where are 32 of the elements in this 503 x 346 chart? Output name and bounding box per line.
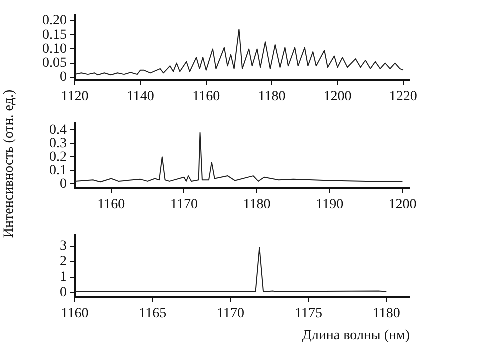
y-tick-label: 0.10 [42, 42, 67, 57]
x-tick-label: 1180 [243, 197, 271, 212]
y-tick-label: 0 [60, 176, 67, 192]
x-tick-label: 1200 [388, 197, 417, 212]
y-tick-label: 0.15 [42, 28, 67, 43]
y-tick-label: 3 [60, 238, 67, 254]
x-tick-label: 1180 [258, 89, 286, 104]
y-tick-label: 0.3 [50, 136, 67, 152]
x-axis-title: Длина волны (нм) [302, 328, 410, 344]
x-tick-label: 1120 [61, 89, 89, 104]
y-tick-label: 0 [60, 70, 67, 86]
x-tick-label: 1170 [217, 306, 245, 322]
x-tick-label: 1160 [61, 306, 89, 322]
x-tick-label: 1170 [170, 197, 198, 212]
x-tick-label: 1180 [372, 306, 400, 322]
y-tick-label: 0.2 [50, 150, 67, 165]
x-tick-label: 1175 [294, 306, 322, 322]
y-tick-label: 0.20 [42, 14, 67, 29]
y-tick-label: 0.1 [50, 163, 67, 178]
y-tick-label: 2 [60, 254, 67, 270]
x-tick-label: 1160 [98, 197, 126, 212]
x-tick-label: 1200 [324, 89, 352, 104]
x-tick-label: 1190 [316, 197, 344, 212]
y-tick-label: 0 [60, 285, 67, 300]
x-tick-label: 1220 [389, 89, 418, 104]
y-tick-label: 0.05 [42, 56, 67, 71]
x-tick-label: 1165 [139, 306, 167, 322]
y-tick-label: 0.4 [50, 122, 67, 138]
x-tick-label: 1160 [192, 89, 220, 104]
y-axis-title: Интенсивность (отн. ед.) [2, 90, 18, 238]
y-tick-label: 1 [60, 270, 67, 285]
x-tick-label: 1140 [126, 89, 154, 104]
